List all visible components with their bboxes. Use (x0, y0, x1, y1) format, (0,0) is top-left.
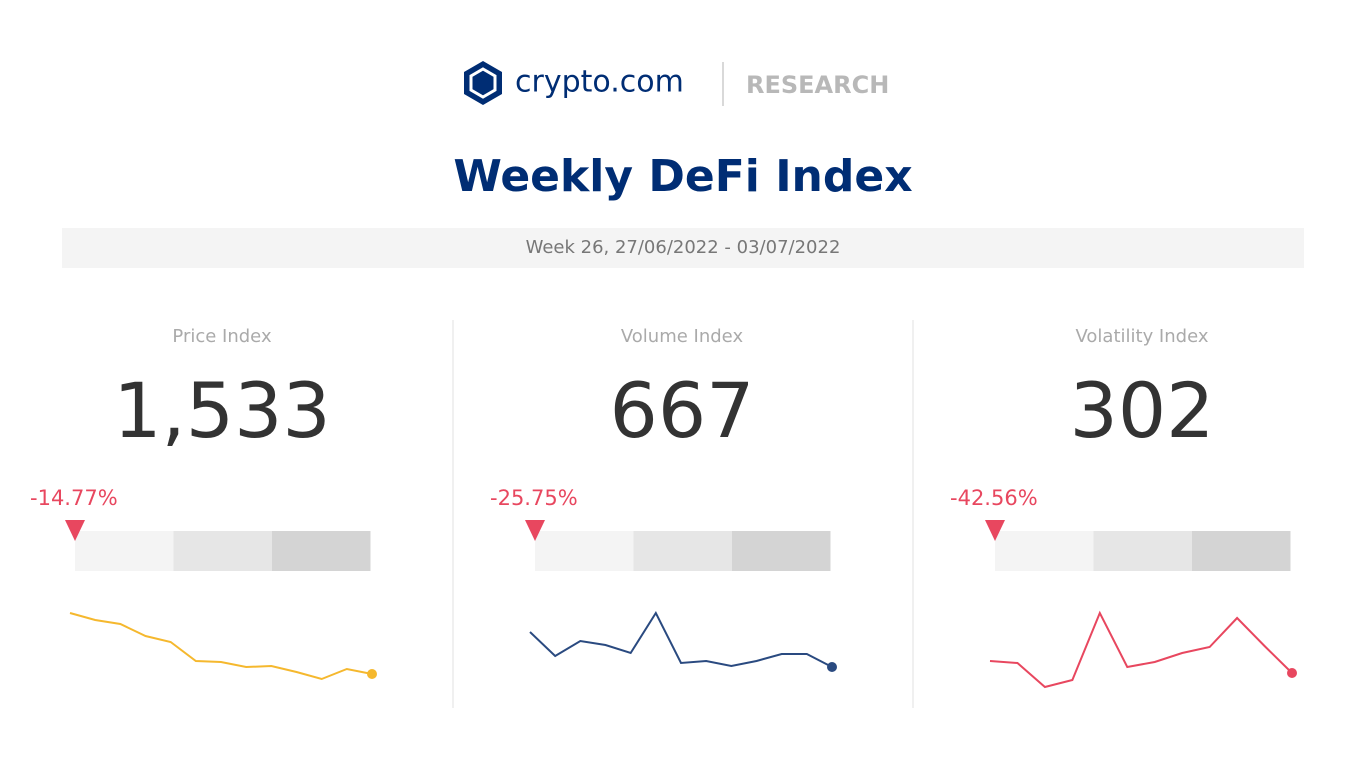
card-label: Volume Index (621, 326, 744, 347)
card-label: Volatility Index (1075, 326, 1208, 347)
gauge-segment (535, 531, 634, 571)
period-band (62, 228, 1304, 268)
gauge-segment (633, 531, 732, 571)
logo-mark (464, 61, 502, 105)
gauge-segment (995, 531, 1094, 571)
change-marker (525, 520, 545, 541)
sparkline-end (1287, 668, 1297, 678)
card-label: Price Index (172, 326, 272, 347)
gauge-segment (272, 531, 371, 571)
logo-inner (469, 67, 497, 99)
card-value: 1,533 (113, 366, 331, 455)
gauge-segment (732, 531, 831, 571)
card-value: 302 (1069, 366, 1214, 455)
gauge-segment (1192, 531, 1291, 571)
period: Week 26, 27/06/2022 - 03/07/2022 (526, 237, 841, 258)
gauge-segment (75, 531, 174, 571)
section: RESEARCH (746, 71, 889, 99)
sparkline (989, 610, 1293, 689)
sparkline (529, 610, 833, 668)
brand: crypto.com (515, 65, 684, 100)
title: Weekly DeFi Index (453, 151, 912, 202)
card-change: -42.56% (950, 486, 1038, 510)
sparkline-end (827, 662, 837, 672)
gauge-segment (173, 531, 272, 571)
gauge-segment (1093, 531, 1192, 571)
card-change: -25.75% (490, 486, 578, 510)
change-marker (65, 520, 85, 541)
card-change: -14.77% (30, 486, 118, 510)
sparkline-end (367, 669, 377, 679)
card-value: 667 (609, 366, 754, 455)
change-marker (985, 520, 1005, 541)
sparkline (69, 612, 373, 681)
